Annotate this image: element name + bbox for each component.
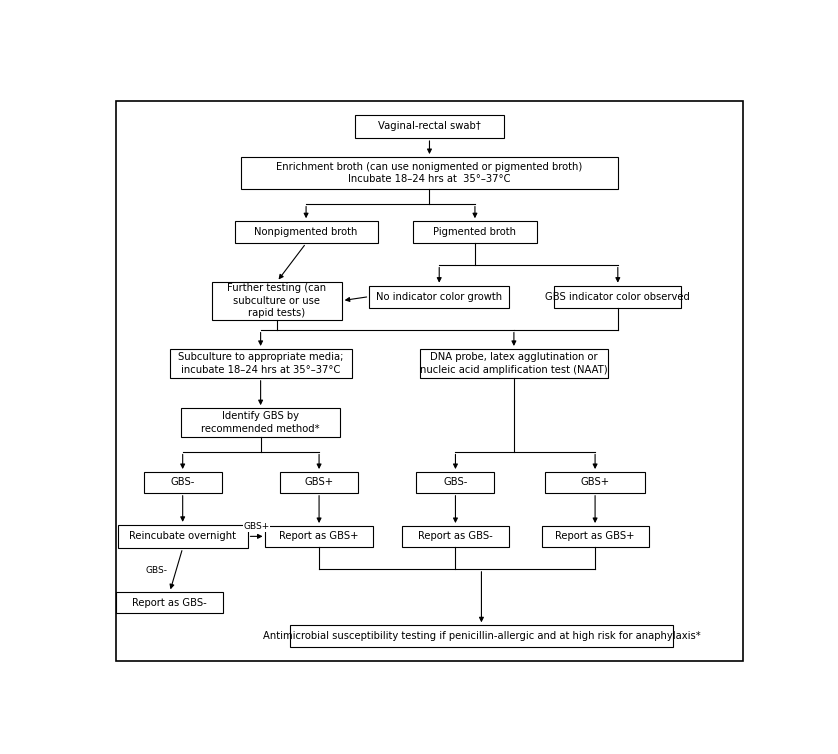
- Bar: [290, 625, 673, 647]
- Text: Report as GBS+: Report as GBS+: [279, 532, 359, 541]
- Bar: [235, 221, 378, 244]
- Bar: [555, 286, 681, 308]
- Bar: [241, 157, 618, 189]
- Bar: [370, 286, 509, 308]
- Text: GBS-: GBS-: [170, 477, 195, 487]
- Text: Report as GBS-: Report as GBS-: [132, 598, 207, 608]
- Text: Identify GBS by
recommended method*: Identify GBS by recommended method*: [201, 412, 320, 434]
- Text: Reincubate overnight: Reincubate overnight: [129, 532, 236, 541]
- Bar: [420, 349, 608, 378]
- Text: Antimicrobial susceptibility testing if penicillin-allergic and at high risk for: Antimicrobial susceptibility testing if …: [262, 631, 701, 641]
- Text: GBS indicator color observed: GBS indicator color observed: [546, 292, 691, 302]
- Text: Report as GBS+: Report as GBS+: [556, 532, 635, 541]
- Bar: [169, 349, 352, 378]
- Bar: [116, 592, 223, 613]
- Bar: [280, 472, 358, 493]
- Text: Nonpigmented broth: Nonpigmented broth: [255, 227, 358, 238]
- Bar: [354, 115, 504, 138]
- Text: GBS+: GBS+: [243, 522, 270, 531]
- Bar: [117, 525, 248, 548]
- Text: GBS+: GBS+: [581, 477, 610, 487]
- Bar: [212, 282, 342, 320]
- Bar: [181, 408, 340, 437]
- Bar: [416, 472, 494, 493]
- Text: Report as GBS-: Report as GBS-: [418, 532, 493, 541]
- Text: GBS-: GBS-: [443, 477, 468, 487]
- Text: Pigmented broth: Pigmented broth: [433, 227, 516, 238]
- Text: GBS-: GBS-: [146, 566, 168, 575]
- Bar: [144, 472, 221, 493]
- Bar: [541, 526, 649, 547]
- Bar: [413, 221, 536, 244]
- Text: Subculture to appropriate media;
incubate 18–24 hrs at 35°–37°C: Subculture to appropriate media; incubat…: [178, 352, 344, 375]
- Bar: [545, 472, 645, 493]
- Text: DNA probe, latex agglutination or
nucleic acid amplification test (NAAT): DNA probe, latex agglutination or nuclei…: [420, 352, 608, 375]
- Bar: [266, 526, 373, 547]
- Text: Vaginal-rectal swab†: Vaginal-rectal swab†: [378, 121, 481, 131]
- Text: Enrichment broth (can use nonigmented or pigmented broth)
Incubate 18–24 hrs at : Enrichment broth (can use nonigmented or…: [277, 161, 582, 184]
- Text: No indicator color growth: No indicator color growth: [376, 292, 502, 302]
- Text: Further testing (can
subculture or use
rapid tests): Further testing (can subculture or use r…: [227, 284, 327, 318]
- Text: GBS+: GBS+: [304, 477, 334, 487]
- Bar: [402, 526, 509, 547]
